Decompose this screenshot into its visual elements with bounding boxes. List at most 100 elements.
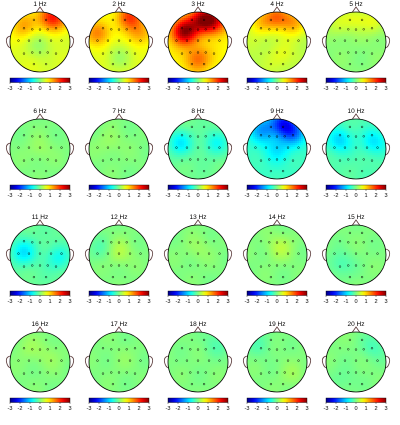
electrode-marker (22, 240, 26, 243)
electrode-marker (281, 18, 285, 22)
panel-title: 16 Hz (32, 321, 49, 328)
colorbar-tick-label: 0 (38, 299, 41, 305)
panel-title: 8 Hz (191, 108, 204, 115)
colorbar-tick-label: 3 (226, 299, 229, 305)
topomap-panel-6: 6 Hz -3 -2 -1 0 1 2 3 (5, 108, 75, 199)
colorbar-tick-label: 2 (374, 299, 377, 305)
electrode-markers (333, 125, 379, 173)
head-outline (9, 331, 71, 393)
right-ear (69, 35, 75, 49)
nose (114, 219, 124, 226)
electrode-marker (347, 241, 350, 244)
electrode-marker (207, 252, 211, 255)
electrode-marker (207, 359, 211, 362)
colorbar-tick-label: 3 (384, 406, 387, 412)
colorbar (246, 397, 308, 403)
colorbar-tick-label: 3 (305, 299, 308, 305)
electrode-markers (175, 18, 221, 66)
electrode-marker (269, 338, 273, 342)
electrode-marker (254, 252, 257, 255)
electrode-marker (117, 135, 121, 138)
colorbar (9, 77, 71, 83)
electrode-marker (365, 39, 369, 42)
nose (35, 326, 45, 333)
electrode-marker (38, 146, 42, 149)
electrode-marker (365, 359, 369, 362)
colorbar-tick-label: 3 (147, 86, 150, 92)
panel-title: 9 Hz (270, 108, 283, 115)
electrode-marker (362, 51, 365, 54)
colorbar-tick-label: 2 (58, 406, 61, 412)
electrode-marker (338, 134, 342, 137)
electrode-marker (196, 252, 200, 255)
electrode-marker (268, 158, 271, 161)
electrode-marker (54, 27, 58, 30)
electrode-marker (196, 51, 200, 54)
nose (351, 6, 361, 13)
topomap-panel-8: 8 Hz -3 -2 -1 0 1 2 3 (163, 108, 233, 199)
colorbar-tick-label: -3 (8, 406, 13, 412)
electrode-marker (46, 371, 49, 374)
electrode-marker (259, 159, 263, 162)
colorbar-tick-label: 0 (38, 86, 41, 92)
right-ear (148, 355, 154, 369)
electrode-marker (32, 338, 36, 342)
electrode-marker (275, 241, 279, 244)
electrode-marker (354, 348, 358, 351)
electrode-marker (175, 39, 178, 42)
electrode-marker (38, 359, 42, 362)
electrode-marker (180, 159, 184, 162)
nose (272, 6, 282, 13)
electrode-marker (96, 146, 99, 149)
electrode-marker (125, 28, 128, 31)
colorbar-tick-label: -3 (87, 86, 92, 92)
electrode-marker (212, 265, 216, 268)
electrode-marker (101, 159, 105, 162)
colorbar-tick-label: 1 (285, 86, 288, 92)
colorbar (9, 184, 71, 190)
colorbar-tick-label: -2 (18, 193, 23, 199)
electrode-marker (196, 39, 200, 42)
electrode-marker (46, 28, 49, 31)
right-ear (69, 142, 75, 156)
colorbar-tick-label: -3 (166, 86, 171, 92)
electrode-marker (17, 252, 20, 255)
electrode-markers (333, 231, 379, 279)
electrode-marker (297, 359, 300, 362)
electrode-marker (117, 348, 121, 351)
electrode-marker (175, 359, 178, 362)
electrode-marker (22, 347, 26, 350)
electrode-marker (54, 347, 58, 350)
head-outline (167, 331, 229, 393)
electrode-marker (123, 62, 127, 66)
electrode-marker (175, 252, 178, 255)
electrode-marker (32, 169, 36, 173)
electrode-marker (333, 359, 336, 362)
electrode-marker (348, 275, 352, 279)
electrode-marker (338, 372, 342, 375)
colorbar-tick-label: 3 (226, 406, 229, 412)
right-ear (227, 248, 233, 262)
left-ear (163, 355, 169, 369)
electrode-markers (175, 125, 221, 173)
electrode-marker (106, 146, 110, 149)
electrode-marker (196, 135, 200, 138)
colorbar-tick-label: -2 (334, 406, 339, 412)
electrode-marker (101, 52, 105, 55)
colorbar-tick-label: 1 (364, 299, 367, 305)
electrode-marker (297, 39, 300, 42)
electrode-marker (117, 146, 121, 149)
electrode-marker (333, 146, 336, 149)
electrode-marker (128, 146, 132, 149)
colorbar-tick-label: -3 (324, 299, 329, 305)
electrode-marker (139, 39, 142, 42)
electrode-marker (354, 264, 358, 267)
electrode-marker (180, 240, 184, 243)
electrode-marker (111, 125, 115, 129)
colorbar-tick-label: -2 (97, 86, 102, 92)
electrode-marker (259, 240, 263, 243)
panel-title: 3 Hz (191, 1, 204, 8)
electrode-marker (286, 146, 290, 149)
electrode-marker (139, 252, 142, 255)
electrode-marker (362, 241, 365, 244)
